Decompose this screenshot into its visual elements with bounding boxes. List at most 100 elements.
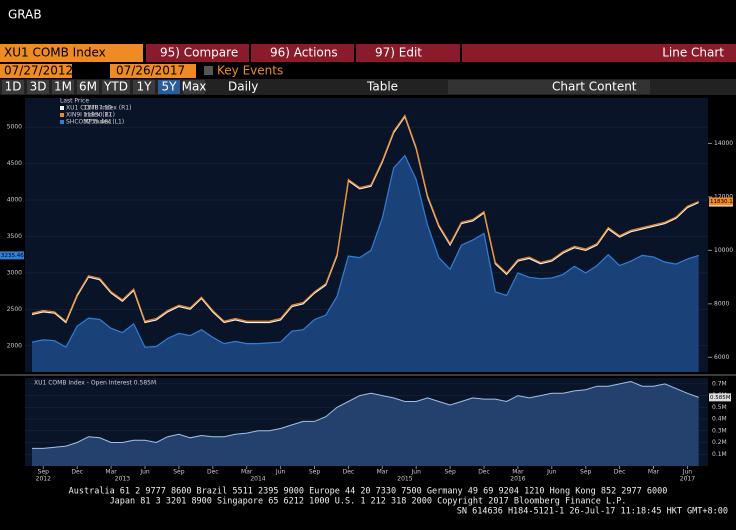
y-tick-label: 2500 [7,306,22,313]
x-tick-label: Jun [546,469,557,476]
period-button[interactable] [52,80,74,94]
x-tick-label: Dec [207,469,219,476]
security-box[interactable] [0,44,143,62]
end-date[interactable]: 07/26/2017 [116,64,185,78]
period-button[interactable] [133,80,155,94]
charts: 2000 2500 3000 3500 4000 4500 5000 6000 8000 1000… [0,98,736,483]
x-tick-label: Sep [38,469,50,476]
x-tick-label: Mar [105,469,117,476]
screen-title: GRAB [8,8,42,22]
y2-tick-label: 14000 [714,140,733,147]
series-area [32,155,699,372]
y-tick-label: 4500 [7,160,22,167]
footer-line: Australia 61 2 9777 8600 Brazil 5511 239… [69,487,668,497]
period-button[interactable] [158,80,180,94]
y-tick-label: 0.5M [712,404,727,411]
x-tick-label: Mar [241,469,253,476]
frequency[interactable]: Daily [228,80,258,94]
y-tick-label: 5000 [7,124,22,131]
y-tick-label: 0.7M [712,380,727,387]
period-label[interactable]: 1D [5,80,22,94]
edit-button[interactable] [356,44,460,62]
key-events-checkbox[interactable] [204,66,213,75]
compare[interactable]: 95) Compare [160,46,238,60]
series-line [31,154,699,349]
year-label: 2015 [397,476,412,483]
y2-tick-label: 12000 [714,193,733,200]
end-date-box[interactable] [110,64,196,78]
y-tick-label: 3000 [7,269,22,276]
period-label[interactable]: 6M [79,80,97,94]
x-tick-label: Dec [478,469,490,476]
last-tag [709,197,733,206]
legend-value: 11830.17 [83,112,112,119]
compare-button[interactable] [146,44,249,62]
x-tick-label: Jun [139,469,150,476]
period-label[interactable]: 1Y [137,80,153,94]
y-tick-label: 0.2M [712,439,727,446]
legend-value: 11787.50 [83,105,112,112]
legend-swatch [60,113,64,117]
oi-legend: XU1 COMB Index - Open Interest 0.585M [34,380,156,387]
period-button[interactable] [2,80,24,94]
chart-content[interactable]: Chart Content [552,80,637,94]
x-tick-label: Dec [343,469,355,476]
chart-type-bar[interactable] [462,44,736,62]
footer-line: SN 614636 H184-5121-1 26-Jul-17 11:18:45… [457,507,728,517]
period-label[interactable]: Max [182,80,207,94]
period-button[interactable] [27,80,49,94]
x-tick-label: Jun [411,469,422,476]
y2-tick-label: 10000 [714,247,733,254]
y-tick-label: 0.1M [712,451,727,458]
oi-area [32,381,699,466]
footer-line: Japan 81 3 3201 8900 Singapore 65 6212 1… [110,497,627,507]
legend-value: 3235.461 [83,119,112,126]
x-tick-label: Mar [648,469,660,476]
y2-tick-label: 8000 [714,300,729,307]
start-date[interactable]: 07/27/2012 [4,64,73,78]
x-tick-label: Mar [377,469,389,476]
year-label: 2012 [36,476,51,483]
period-label[interactable]: 1M [54,80,72,94]
legend-entry: XIN9I Index (R1) [66,112,115,119]
start-date-box[interactable] [0,64,72,78]
period-button[interactable] [183,80,205,94]
x-tick-label: Sep [444,469,456,476]
year-label: 2013 [115,476,130,483]
period-button[interactable] [77,80,99,94]
y-tick-label: 0.4M [712,416,727,423]
legend-swatch [60,106,64,110]
series-line [31,114,699,323]
y-tick-label: 3500 [7,233,22,240]
edit[interactable]: 97) Edit [375,46,422,60]
y-tick-label: 4000 [7,197,22,204]
key-events[interactable]: Key Events [217,64,283,78]
security[interactable]: XU1 COMB Index [4,46,106,60]
y-tick-label: 0.3M [712,427,727,434]
actions-button[interactable] [251,44,354,62]
table-button[interactable]: Table [366,80,398,94]
year-label: 2017 [680,476,695,483]
last-tag-label: 11830.17 [710,199,736,205]
oi-line [32,380,699,449]
x-tick-label: Sep [309,469,321,476]
x-tick-label: Jun [275,469,286,476]
x-tick-label: Sep [173,469,185,476]
period-label[interactable]: 3D [30,80,47,94]
legend-entry: SHCOMP Index (L1) [66,119,124,126]
legend-entry: XU1 COMB Index (R1) [66,105,131,112]
x-tick-label: Jun [682,469,693,476]
actions[interactable]: 96) Actions [270,46,338,60]
period-label[interactable]: 5Y [162,80,178,94]
chart-content-box[interactable] [448,80,650,94]
period-button[interactable] [102,80,130,94]
legend-title: Last Price [60,98,89,105]
chart-type[interactable]: Line Chart [662,46,724,60]
y2-tick-label: 6000 [714,354,729,361]
y-tick-label: 2000 [7,342,22,349]
period-label[interactable]: YTD [103,80,128,94]
last-tag-label: 3235.461 [1,253,27,259]
legend-swatch [60,120,64,124]
last-tag-label: 0.585M [710,395,731,401]
